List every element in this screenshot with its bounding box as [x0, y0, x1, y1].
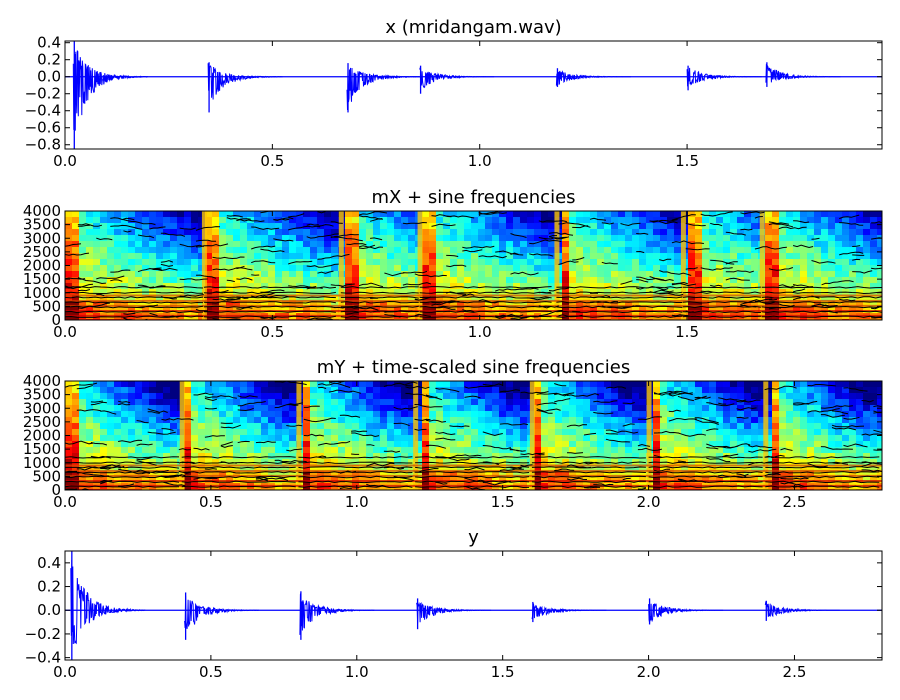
y-tick-label: −0.4 [25, 102, 61, 120]
onset-waveform-4 [419, 67, 495, 89]
onset-waveform-5 [555, 70, 631, 88]
subplot-4: y 0.0 0.5 1.0 1.5 2.0 2.5 0.4 0.2 0.0 −0.2 −0.4 [25, 527, 883, 681]
x-tick-label: 1.0 [468, 152, 492, 170]
onset-stripe [201, 211, 207, 320]
onset-waveform-2 [207, 63, 283, 100]
x-tick-label: 1.0 [468, 323, 492, 341]
sine-frequency-tracks [65, 211, 882, 320]
onset-waveform-3 [346, 67, 422, 111]
axes-frame [64, 550, 883, 661]
y-tick-label: 0 [51, 481, 61, 499]
x-tick-label: 0.0 [53, 663, 77, 681]
y-tick-label: 0.4 [37, 34, 61, 52]
x-tick-label: 0.0 [53, 152, 77, 170]
y-tick-label: 2500 [23, 243, 61, 261]
y-tick-label: 1000 [23, 454, 61, 472]
onset-stripe [680, 211, 686, 320]
subplot-title: mX + sine frequencies [371, 187, 575, 208]
x-tick-label: 1.0 [345, 493, 369, 511]
y-tick-label: 3000 [23, 399, 61, 417]
onset-stripe [296, 381, 302, 490]
y-tick-label: 0.2 [37, 578, 61, 596]
y-tick-label: 4000 [23, 372, 61, 390]
onset-waveform-4 [416, 601, 492, 624]
x-tick-label: 0.5 [199, 493, 223, 511]
onset-stripe [763, 381, 769, 490]
onset-stripe [179, 381, 185, 490]
onset-waveform-1 [72, 50, 148, 131]
y-tick-label: −0.2 [25, 625, 61, 643]
x-tick-label: 1.5 [675, 152, 699, 170]
y-tick-label: 1000 [23, 284, 61, 302]
y-tick-label: 0 [51, 311, 61, 329]
onset-waveform-5 [531, 603, 607, 619]
y-tick-label: −0.8 [25, 136, 61, 154]
x-tick-label: 0.0 [53, 493, 77, 511]
x-tick-label: 0.5 [260, 323, 284, 341]
onset-waveform-1 [70, 559, 146, 645]
y-tick-label: 2000 [23, 427, 61, 445]
onset-stripe [338, 211, 344, 320]
y-tick-label: 0.2 [37, 51, 61, 69]
x-tick-label: 2.5 [783, 493, 807, 511]
y-tick-label: −0.2 [25, 85, 61, 103]
x-tick-label: 0.5 [260, 152, 284, 170]
y-tick-label: 3500 [23, 216, 61, 234]
onset-stripe [646, 381, 652, 490]
x-tick-label: 2.0 [637, 493, 661, 511]
axes-frame [64, 40, 883, 150]
y-tick-label: 2500 [23, 413, 61, 431]
onset-stripe [413, 381, 419, 490]
onset-stripe [417, 211, 423, 320]
x-tick-label: 1.5 [491, 663, 515, 681]
sine-frequency-tracks [65, 381, 882, 490]
x-tick-label: 0.0 [53, 323, 77, 341]
subplot-3: mY + time-scaled sine frequencies 0.0 0.5 1… [23, 357, 883, 511]
subplot-1: x (mridangam.wav)0.0 0.5 1.0 1.50.40.20.0−0… [25, 17, 883, 170]
onset-waveform-7 [764, 600, 840, 618]
x-tick-label: 0.5 [199, 663, 223, 681]
y-tick-label: 3000 [23, 229, 61, 247]
spectrogram [65, 381, 882, 490]
onset-stripe [759, 211, 765, 320]
y-tick-label: 0.0 [37, 68, 61, 86]
y-tick-label: −0.6 [25, 119, 61, 137]
onset-waveform-2 [184, 595, 260, 629]
x-tick-label: 1.0 [345, 663, 369, 681]
y-tick-label: 3500 [23, 386, 61, 404]
y-tick-label: 1500 [23, 440, 61, 458]
y-tick-label: 4000 [23, 202, 61, 220]
x-tick-label: 2.5 [783, 663, 807, 681]
y-tick-label: 2000 [23, 257, 61, 275]
y-tick-label: 500 [32, 297, 61, 315]
y-tick-label: 500 [32, 467, 61, 485]
onset-stripe [529, 381, 535, 490]
subplot-2: mX + sine frequencies 0.0 0.5 1.0 1.5 4000350… [23, 187, 883, 341]
x-tick-label: 2.0 [637, 663, 661, 681]
onset-waveform-6 [648, 603, 724, 623]
subplot-title: x (mridangam.wav) [385, 17, 561, 38]
onset-waveform-3 [299, 592, 375, 635]
y-tick-label: 0.4 [37, 554, 61, 572]
onset-waveform-6 [686, 67, 762, 87]
x-tick-label: 1.5 [491, 493, 515, 511]
subplot-title: y [468, 527, 479, 548]
y-tick-label: −0.4 [25, 649, 61, 667]
subplot-title: mY + time-scaled sine frequencies [317, 357, 630, 378]
y-tick-label: 1500 [23, 270, 61, 288]
onset-waveform-7 [765, 63, 841, 83]
y-tick-label: 0.0 [37, 601, 61, 619]
spectrogram [65, 211, 882, 320]
onset-stripe [554, 211, 560, 320]
x-tick-label: 1.5 [675, 323, 699, 341]
